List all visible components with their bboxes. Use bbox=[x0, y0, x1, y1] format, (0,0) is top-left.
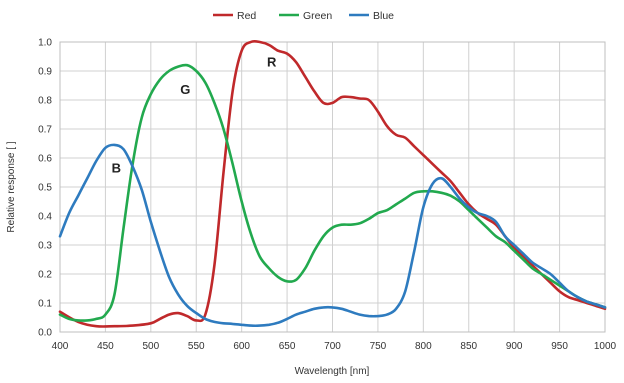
y-tick-label: 0.8 bbox=[38, 96, 52, 107]
x-tick-label: 800 bbox=[415, 341, 432, 352]
y-tick-label: 0.7 bbox=[38, 125, 52, 136]
y-tick-label: 1.0 bbox=[38, 38, 52, 49]
x-tick-label: 900 bbox=[506, 341, 523, 352]
y-axis-label: Relative response [ ] bbox=[6, 141, 17, 232]
y-tick-labels: 0.0 0.1 0.2 0.3 0.4 0.5 0.6 0.7 0.8 0.9 1.0 bbox=[38, 38, 52, 339]
series-line-green bbox=[58, 63, 607, 322]
series-line-blue bbox=[58, 143, 607, 328]
x-tick-label: 400 bbox=[52, 341, 69, 352]
x-tick-label: 600 bbox=[233, 341, 250, 352]
legend-label-red: Red bbox=[237, 10, 256, 22]
x-tick-label: 450 bbox=[97, 341, 114, 352]
y-tick-label: 0.0 bbox=[38, 328, 52, 339]
x-tick-label: 750 bbox=[370, 341, 387, 352]
x-tick-label: 700 bbox=[324, 341, 341, 352]
x-tick-label: 650 bbox=[279, 341, 296, 352]
x-tick-label: 1000 bbox=[594, 341, 617, 352]
y-tick-label: 0.9 bbox=[38, 67, 52, 78]
x-tick-label: 950 bbox=[551, 341, 568, 352]
series-lines bbox=[58, 39, 607, 328]
annotations: R G B bbox=[112, 55, 277, 176]
legend: Red Green Blue bbox=[213, 10, 394, 22]
y-tick-label: 0.2 bbox=[38, 270, 52, 281]
x-tick-label: 850 bbox=[460, 341, 477, 352]
y-tick-label: 0.1 bbox=[38, 299, 52, 310]
y-tick-label: 0.5 bbox=[38, 183, 52, 194]
x-tick-labels: 400 450 500 550 600 650 700 750 800 850 900 950 1000 bbox=[52, 341, 617, 352]
y-tick-label: 0.3 bbox=[38, 241, 52, 252]
y-tick-label: 0.4 bbox=[38, 212, 52, 223]
legend-label-green: Green bbox=[303, 10, 332, 22]
annotation-g: G bbox=[180, 82, 190, 97]
y-tick-label: 0.6 bbox=[38, 154, 52, 165]
series-line-red bbox=[58, 39, 607, 328]
annotation-r: R bbox=[267, 55, 277, 70]
x-tick-label: 550 bbox=[188, 341, 205, 352]
annotation-b: B bbox=[112, 161, 121, 176]
x-axis-label: Wavelength [nm] bbox=[295, 366, 370, 377]
x-tick-label: 500 bbox=[142, 341, 159, 352]
plot-frame bbox=[59, 41, 606, 333]
legend-label-blue: Blue bbox=[373, 10, 394, 22]
